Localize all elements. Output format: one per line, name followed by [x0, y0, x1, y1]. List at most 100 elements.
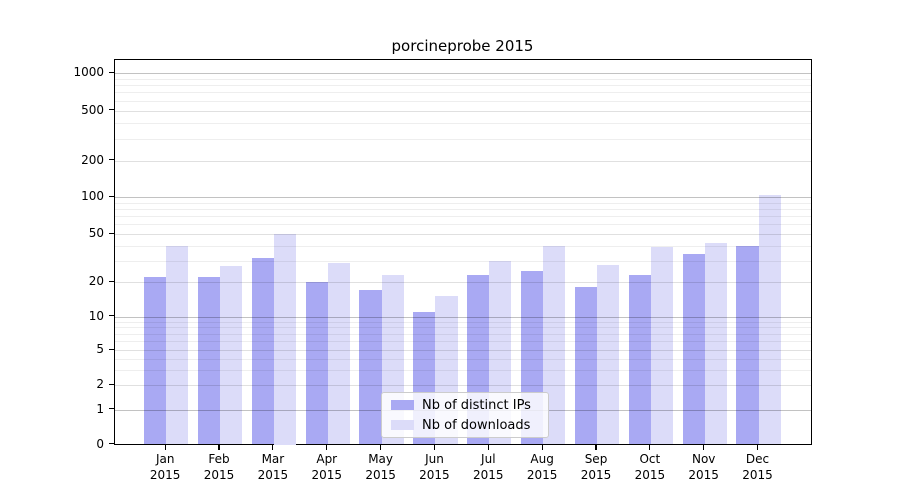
gridline-30: [115, 260, 811, 262]
bar-downloads-jan: [166, 245, 189, 445]
y-tick-label-2: 2: [96, 377, 104, 391]
gridline-8: [115, 327, 811, 329]
gridline-100: [115, 197, 811, 199]
bar-distinct-ips-apr: [305, 282, 328, 445]
gridline-9: [115, 321, 811, 323]
gridline-800: [115, 85, 811, 87]
x-tick-label-nov: Nov 2015: [688, 451, 719, 482]
x-tick-label-jul: Jul 2015: [473, 451, 504, 482]
y-tick-mark-20: [109, 280, 114, 282]
gridline-2: [115, 385, 811, 386]
x-tick-label-sep: Sep 2015: [580, 451, 612, 482]
gridline-50: [115, 234, 811, 235]
bar-distinct-ips-sep: [574, 287, 597, 445]
y-tick-label-20: 20: [88, 274, 104, 289]
x-tick-mark-sep: [595, 444, 597, 450]
y-tick-label-50: 50: [88, 226, 104, 240]
x-tick-label-mar: Mar 2015: [257, 451, 289, 482]
bar-distinct-ips-may: [359, 290, 382, 445]
y-tick-mark-200: [109, 159, 114, 161]
y-tick-mark-0: [109, 443, 114, 445]
x-tick-mark-nov: [703, 444, 705, 450]
chart-title: porcineprobe 2015: [391, 37, 534, 55]
x-tick-mark-feb: [218, 444, 220, 450]
x-tick-label-apr: Apr 2015: [311, 451, 343, 482]
gridline-10: [115, 316, 811, 318]
gridline-500: [115, 110, 811, 112]
x-tick-mark-mar: [272, 444, 274, 450]
gridline-700: [115, 92, 811, 94]
bar-downloads-feb: [220, 266, 243, 445]
y-tick-label-1000: 1000: [73, 65, 104, 79]
y-tick-mark-5: [109, 348, 114, 350]
x-tick-mark-jul: [487, 444, 489, 450]
bar-downloads-dec: [758, 194, 781, 445]
gridline-400: [115, 122, 811, 124]
y-tick-mark-1000: [109, 71, 114, 73]
gridline-3: [115, 369, 811, 371]
legend-swatch-distinct-ips: [391, 400, 414, 410]
x-tick-label-aug: Aug 2015: [526, 451, 558, 482]
bar-downloads-apr: [327, 262, 350, 445]
y-tick-mark-100: [109, 195, 114, 197]
bar-downloads-nov: [704, 243, 727, 445]
gridline-40: [115, 245, 811, 247]
x-tick-mark-jun: [433, 444, 436, 450]
plot-area: Nb of distinct IPs Nb of downloads: [114, 59, 812, 445]
gridline-5: [115, 350, 811, 352]
gridline-90: [115, 202, 811, 204]
gridline-1000: [115, 73, 811, 74]
x-tick-label-feb: Feb 2015: [203, 451, 235, 482]
gridline-600: [115, 100, 811, 102]
y-tick-mark-50: [109, 232, 114, 234]
bar-distinct-ips-jan: [144, 277, 167, 445]
gridline-60: [115, 224, 811, 226]
legend-row-downloads: Nb of downloads: [382, 418, 548, 433]
gridline-4: [115, 358, 811, 360]
gridline-200: [115, 160, 811, 162]
y-tick-label-10: 10: [88, 308, 104, 323]
y-tick-label-200: 200: [81, 152, 104, 167]
y-tick-mark-500: [109, 109, 114, 111]
gridline-300: [115, 138, 811, 140]
y-tick-label-1: 1: [96, 401, 104, 416]
legend-swatch-downloads: [391, 420, 414, 430]
gridline-6: [115, 341, 811, 343]
gridline-900: [115, 78, 811, 80]
y-tick-label-0: 0: [96, 436, 104, 451]
y-tick-mark-2: [109, 383, 114, 385]
x-tick-mark-apr: [326, 444, 328, 450]
y-tick-mark-1: [109, 408, 114, 410]
bar-downloads-mar: [273, 234, 297, 445]
bar-distinct-ips-feb: [197, 277, 221, 445]
bar-downloads-sep: [597, 264, 620, 445]
x-tick-mark-dec: [756, 444, 759, 450]
x-tick-label-jun: Jun 2015: [419, 451, 450, 482]
gridline-70: [115, 216, 811, 218]
x-tick-label-dec: Dec 2015: [742, 451, 773, 482]
gridline-80: [115, 209, 811, 211]
x-tick-mark-aug: [541, 444, 543, 450]
bar-distinct-ips-oct: [628, 274, 651, 445]
x-tick-label-jan: Jan 2015: [149, 451, 181, 482]
legend-label-downloads: Nb of downloads: [422, 417, 531, 433]
legend-label-distinct-ips: Nb of distinct IPs: [422, 397, 531, 413]
gridline-20: [115, 282, 811, 284]
x-tick-mark-may: [380, 444, 382, 450]
bar-distinct-ips-dec: [736, 245, 759, 445]
x-tick-mark-oct: [649, 444, 651, 450]
x-tick-mark-jan: [164, 444, 166, 450]
x-tick-label-may: May 2015: [365, 451, 396, 482]
bar-distinct-ips-mar: [251, 257, 274, 445]
y-tick-label-100: 100: [81, 189, 104, 204]
legend: Nb of distinct IPs Nb of downloads: [381, 392, 549, 438]
gridline-7: [115, 333, 811, 335]
bar-distinct-ips-nov: [682, 254, 705, 445]
legend-row-distinct-ips: Nb of distinct IPs: [382, 398, 548, 413]
y-tick-mark-10: [109, 315, 114, 317]
y-tick-label-500: 500: [81, 102, 104, 117]
bar-downloads-oct: [650, 247, 674, 445]
x-tick-label-oct: Oct 2015: [634, 451, 666, 482]
y-tick-label-5: 5: [96, 342, 104, 357]
